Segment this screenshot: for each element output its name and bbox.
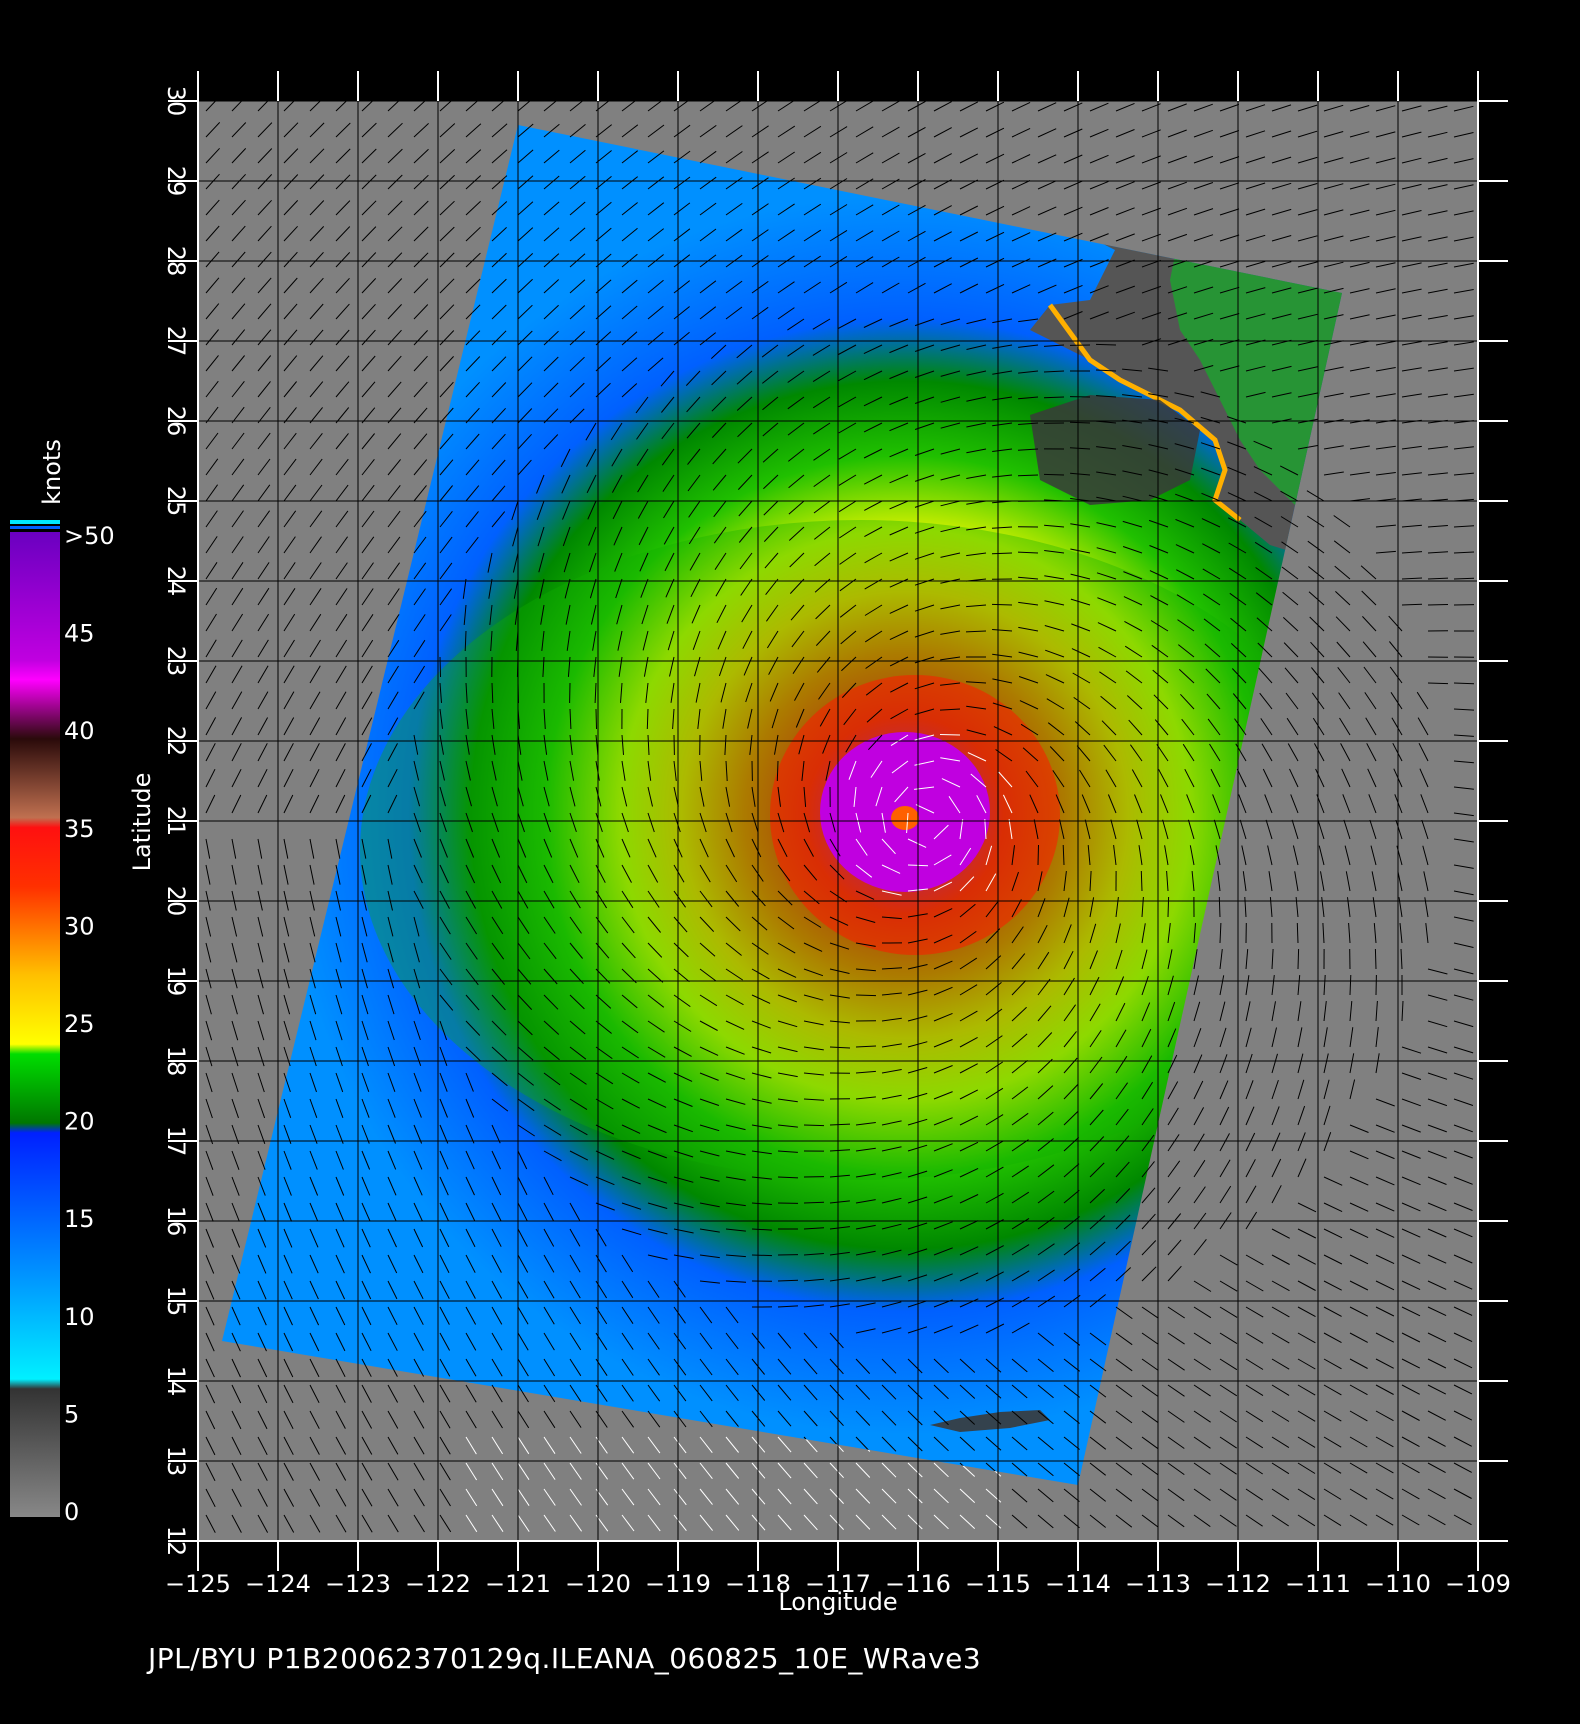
wind-vector xyxy=(1297,923,1298,943)
wind-vector xyxy=(1454,578,1474,579)
storm-eye xyxy=(891,806,919,830)
wind-vector xyxy=(1168,897,1169,917)
wind-vector xyxy=(1038,845,1039,865)
wind-vector xyxy=(596,709,597,729)
wind-vector xyxy=(752,1255,772,1256)
wind-vector xyxy=(1096,344,1116,345)
wind-vector xyxy=(1141,871,1142,891)
wind-vector xyxy=(1375,949,1376,969)
wind-vector xyxy=(1044,397,1064,398)
wind-vector xyxy=(440,657,441,677)
wind-vector xyxy=(1454,683,1474,684)
wind-vector xyxy=(804,1125,824,1126)
wind-vector xyxy=(1402,604,1422,605)
wind-vector xyxy=(1428,605,1448,606)
wind-vector xyxy=(1018,475,1038,476)
wind-vector xyxy=(1219,897,1220,917)
wind-vector xyxy=(856,995,876,996)
wind-vector xyxy=(1044,474,1064,475)
wind-vector xyxy=(1428,683,1448,684)
wind-vector xyxy=(992,604,1012,605)
wind-vector xyxy=(777,761,778,781)
wind-vector xyxy=(1298,949,1299,969)
wind-vector xyxy=(647,709,648,729)
